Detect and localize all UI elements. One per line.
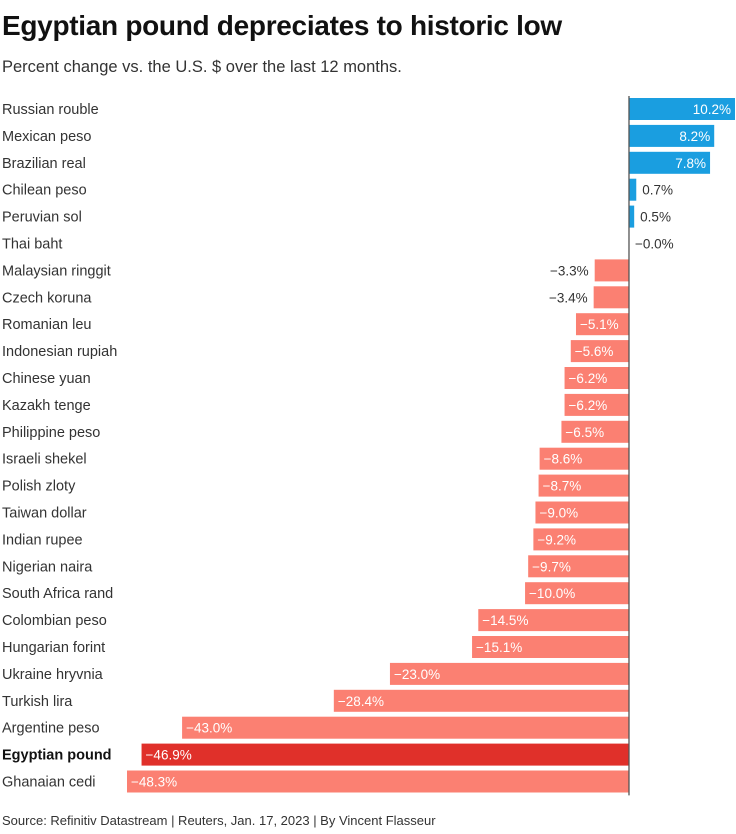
value-label-chinese-yuan: −6.2% — [569, 371, 608, 386]
value-label-indonesian-rupiah: −5.6% — [575, 344, 614, 359]
value-label-colombian-peso: −14.5% — [482, 613, 528, 628]
category-label-czech-koruna: Czech koruna — [2, 290, 92, 306]
category-label-colombian-peso: Colombian peso — [2, 613, 107, 629]
value-label-argentine-peso: −43.0% — [186, 721, 232, 736]
category-label-turkish-lira: Turkish lira — [2, 694, 73, 710]
bar-malaysian-ringgit — [594, 259, 629, 282]
bar-taiwan-dollar — [535, 501, 629, 524]
category-label-indian-rupee: Indian rupee — [2, 532, 83, 548]
bar-philippine-peso — [561, 420, 629, 443]
bar-czech-koruna — [593, 286, 629, 309]
value-label-kazakh-tenge: −6.2% — [569, 398, 608, 413]
category-label-chilean-peso: Chilean peso — [2, 183, 87, 199]
category-label-malaysian-ringgit: Malaysian ringgit — [2, 263, 111, 279]
value-label-nigerian-naira: −9.7% — [532, 559, 571, 574]
bar-romanian-leu — [575, 313, 629, 336]
bar-colombian-peso — [478, 609, 629, 632]
bars-layer — [127, 98, 735, 793]
bar-brazilian-real — [628, 151, 711, 174]
value-label-thai-baht: −0.0% — [635, 237, 674, 252]
chart-title: Egyptian pound depreciates to historic l… — [2, 10, 562, 41]
bar-nigerian-naira — [528, 555, 629, 578]
bar-turkish-lira — [333, 689, 629, 712]
value-label-peruvian-sol: 0.5% — [640, 210, 671, 225]
value-label-romanian-leu: −5.1% — [580, 317, 619, 332]
value-label-malaysian-ringgit: −3.3% — [550, 263, 589, 278]
bar-indian-rupee — [533, 528, 629, 551]
value-label-philippine-peso: −6.5% — [565, 425, 604, 440]
value-label-taiwan-dollar: −9.0% — [539, 506, 578, 521]
bar-ghanaian-cedi — [127, 770, 629, 793]
bar-chilean-peso — [628, 178, 637, 201]
category-label-ghanaian-cedi: Ghanaian cedi — [2, 775, 96, 791]
category-label-ukraine-hryvnia: Ukraine hryvnia — [2, 667, 104, 683]
value-label-egyptian-pound: −46.9% — [146, 748, 192, 763]
value-label-russian-rouble: 10.2% — [693, 102, 731, 117]
category-label-mexican-peso: Mexican peso — [2, 129, 91, 145]
category-label-hungarian-forint: Hungarian forint — [2, 640, 105, 656]
value-label-indian-rupee: −9.2% — [537, 532, 576, 547]
category-label-indonesian-rupiah: Indonesian rupiah — [2, 344, 117, 360]
value-label-polish-zloty: −8.7% — [543, 479, 582, 494]
value-label-turkish-lira: −28.4% — [338, 694, 384, 709]
bar-argentine-peso — [182, 716, 629, 739]
bar-israeli-shekel — [539, 447, 629, 470]
value-label-south-africa-rand: −10.0% — [529, 586, 575, 601]
value-label-ghanaian-cedi: −48.3% — [131, 775, 177, 790]
bar-polish-zloty — [538, 474, 629, 497]
bar-mexican-peso — [628, 124, 715, 147]
category-labels-layer: Russian rouble 10.2% Mexican peso 8.2% Brazi… — [2, 102, 731, 791]
category-label-russian-rouble: Russian rouble — [2, 102, 99, 118]
source-note: Source: Refinitiv Datastream | Reuters, … — [2, 813, 436, 828]
value-label-czech-koruna: −3.4% — [549, 290, 588, 305]
category-label-nigerian-naira: Nigerian naira — [2, 559, 93, 575]
category-label-egyptian-pound: Egyptian pound — [2, 748, 112, 764]
chart-subtitle: Percent change vs. the U.S. $ over the l… — [2, 58, 402, 76]
category-label-argentine-peso: Argentine peso — [2, 721, 100, 737]
bar-hungarian-forint — [472, 636, 629, 658]
category-label-romanian-leu: Romanian leu — [2, 317, 91, 333]
value-label-chilean-peso: 0.7% — [642, 183, 673, 198]
category-label-chinese-yuan: Chinese yuan — [2, 371, 91, 387]
category-label-south-africa-rand: South Africa rand — [2, 586, 113, 602]
category-label-kazakh-tenge: Kazakh tenge — [2, 398, 91, 414]
category-label-brazilian-real: Brazilian real — [2, 156, 86, 172]
bar-peruvian-sol — [628, 205, 635, 228]
value-label-mexican-peso: 8.2% — [679, 129, 710, 144]
bar-indonesian-rupiah — [570, 340, 629, 363]
bar-russian-rouble — [628, 98, 735, 120]
bar-chart: Russian rouble 10.2% Mexican peso 8.2% Brazi… — [2, 96, 735, 796]
value-label-ukraine-hryvnia: −23.0% — [394, 667, 440, 682]
category-label-thai-baht: Thai baht — [2, 237, 62, 253]
bar-kazakh-tenge — [564, 393, 629, 416]
bar-south-africa-rand — [525, 582, 629, 605]
category-label-philippine-peso: Philippine peso — [2, 425, 100, 441]
category-label-polish-zloty: Polish zloty — [2, 479, 76, 495]
category-label-peruvian-sol: Peruvian sol — [2, 210, 82, 226]
category-label-taiwan-dollar: Taiwan dollar — [2, 506, 87, 522]
bar-egyptian-pound — [141, 743, 629, 766]
value-label-israeli-shekel: −8.6% — [544, 452, 583, 467]
value-label-hungarian-forint: −15.1% — [476, 640, 522, 655]
bar-ukraine-hryvnia — [389, 662, 629, 685]
category-label-israeli-shekel: Israeli shekel — [2, 452, 87, 468]
value-label-brazilian-real: 7.8% — [675, 156, 706, 171]
bar-chinese-yuan — [564, 367, 629, 389]
